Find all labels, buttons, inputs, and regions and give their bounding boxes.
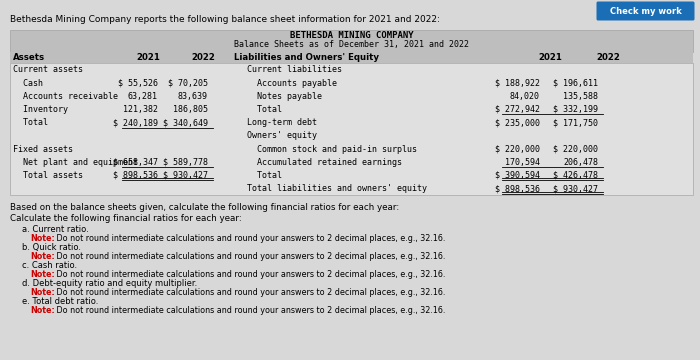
Text: 170,594: 170,594 [505, 158, 540, 167]
Text: Note:: Note: [30, 306, 55, 315]
Text: Note:: Note: [30, 270, 55, 279]
Text: $ 272,942: $ 272,942 [495, 105, 540, 114]
Text: Cash: Cash [13, 78, 43, 87]
FancyBboxPatch shape [596, 1, 694, 21]
Text: Net plant and equipment: Net plant and equipment [13, 158, 138, 167]
Bar [10, 30, 693, 52]
Text: Do not round intermediate calculations and round your answers to 2 decimal place: Do not round intermediate calculations a… [54, 252, 445, 261]
Text: Do not round intermediate calculations and round your answers to 2 decimal place: Do not round intermediate calculations a… [54, 306, 445, 315]
Text: Accounts payable: Accounts payable [247, 78, 337, 87]
Text: Total liabilities and owners' equity: Total liabilities and owners' equity [247, 184, 427, 193]
Text: Total: Total [13, 118, 48, 127]
Text: $ 332,199: $ 332,199 [553, 105, 598, 114]
Text: 2022: 2022 [596, 53, 620, 62]
Text: $ 930,427: $ 930,427 [553, 184, 598, 193]
Text: 2021: 2021 [538, 53, 562, 62]
Text: $ 898,536: $ 898,536 [495, 184, 540, 193]
Text: Do not round intermediate calculations and round your answers to 2 decimal place: Do not round intermediate calculations a… [54, 234, 445, 243]
Text: Notes payable: Notes payable [247, 92, 322, 101]
Text: 121,382: 121,382 [123, 105, 158, 114]
Text: $ 240,189: $ 240,189 [113, 118, 158, 127]
Text: $ 188,922: $ 188,922 [495, 78, 540, 87]
Text: Do not round intermediate calculations and round your answers to 2 decimal place: Do not round intermediate calculations a… [54, 288, 445, 297]
Text: Note:: Note: [30, 252, 55, 261]
Text: Balance Sheets as of December 31, 2021 and 2022: Balance Sheets as of December 31, 2021 a… [234, 40, 469, 49]
Text: $ 589,778: $ 589,778 [163, 158, 208, 167]
Text: 2021: 2021 [136, 53, 160, 62]
Bar [10, 52, 693, 63]
Text: a. Current ratio.: a. Current ratio. [22, 225, 89, 234]
Text: 83,639: 83,639 [178, 92, 208, 101]
Text: Do not round intermediate calculations and round your answers to 2 decimal place: Do not round intermediate calculations a… [54, 270, 445, 279]
Text: Calculate the following financial ratios for each year:: Calculate the following financial ratios… [10, 214, 241, 223]
Text: Inventory: Inventory [13, 105, 68, 114]
Text: Total: Total [247, 171, 282, 180]
Text: Accounts receivable: Accounts receivable [13, 92, 118, 101]
Text: Note:: Note: [30, 234, 55, 243]
Text: c. Cash ratio.: c. Cash ratio. [22, 261, 77, 270]
Text: 2022: 2022 [191, 53, 215, 62]
Bar [10, 63, 693, 195]
Text: $ 55,526: $ 55,526 [118, 78, 158, 87]
Text: Bethesda Mining Company reports the following balance sheet information for 2021: Bethesda Mining Company reports the foll… [10, 15, 440, 24]
Text: $ 220,000: $ 220,000 [553, 145, 598, 154]
Text: $ 426,478: $ 426,478 [553, 171, 598, 180]
Text: Check my work: Check my work [610, 6, 681, 15]
Text: Based on the balance sheets given, calculate the following financial ratios for : Based on the balance sheets given, calcu… [10, 203, 399, 212]
Text: $ 340,649: $ 340,649 [163, 118, 208, 127]
Text: Total assets: Total assets [13, 171, 83, 180]
Text: $ 898,536: $ 898,536 [113, 171, 158, 180]
Text: $ 930,427: $ 930,427 [163, 171, 208, 180]
Text: $ 235,000: $ 235,000 [495, 118, 540, 127]
Text: Liabilities and Owners' Equity: Liabilities and Owners' Equity [234, 53, 379, 62]
Text: $ 658,347: $ 658,347 [113, 158, 158, 167]
Text: e. Total debt ratio.: e. Total debt ratio. [22, 297, 99, 306]
Text: Accumulated retained earnings: Accumulated retained earnings [247, 158, 402, 167]
Text: $ 390,594: $ 390,594 [495, 171, 540, 180]
Text: Note:: Note: [30, 288, 55, 297]
Text: d. Debt-equity ratio and equity multiplier.: d. Debt-equity ratio and equity multipli… [22, 279, 197, 288]
Text: Total: Total [247, 105, 282, 114]
Text: $ 196,611: $ 196,611 [553, 78, 598, 87]
Text: $ 220,000: $ 220,000 [495, 145, 540, 154]
Text: Long-term debt: Long-term debt [247, 118, 317, 127]
Text: Fixed assets: Fixed assets [13, 145, 73, 154]
Text: b. Quick ratio.: b. Quick ratio. [22, 243, 81, 252]
Text: $ 171,750: $ 171,750 [553, 118, 598, 127]
Text: 186,805: 186,805 [173, 105, 208, 114]
Text: Owners' equity: Owners' equity [247, 131, 317, 140]
Text: BETHESDA MINING COMPANY: BETHESDA MINING COMPANY [290, 31, 413, 40]
Text: Current assets: Current assets [13, 66, 83, 75]
Text: Assets: Assets [13, 53, 45, 62]
Text: 206,478: 206,478 [563, 158, 598, 167]
Text: Common stock and paid-in surplus: Common stock and paid-in surplus [247, 145, 417, 154]
Text: 63,281: 63,281 [128, 92, 158, 101]
Text: $ 70,205: $ 70,205 [168, 78, 208, 87]
Text: Current liabilities: Current liabilities [247, 66, 342, 75]
Text: 135,588: 135,588 [563, 92, 598, 101]
Text: 84,020: 84,020 [510, 92, 540, 101]
